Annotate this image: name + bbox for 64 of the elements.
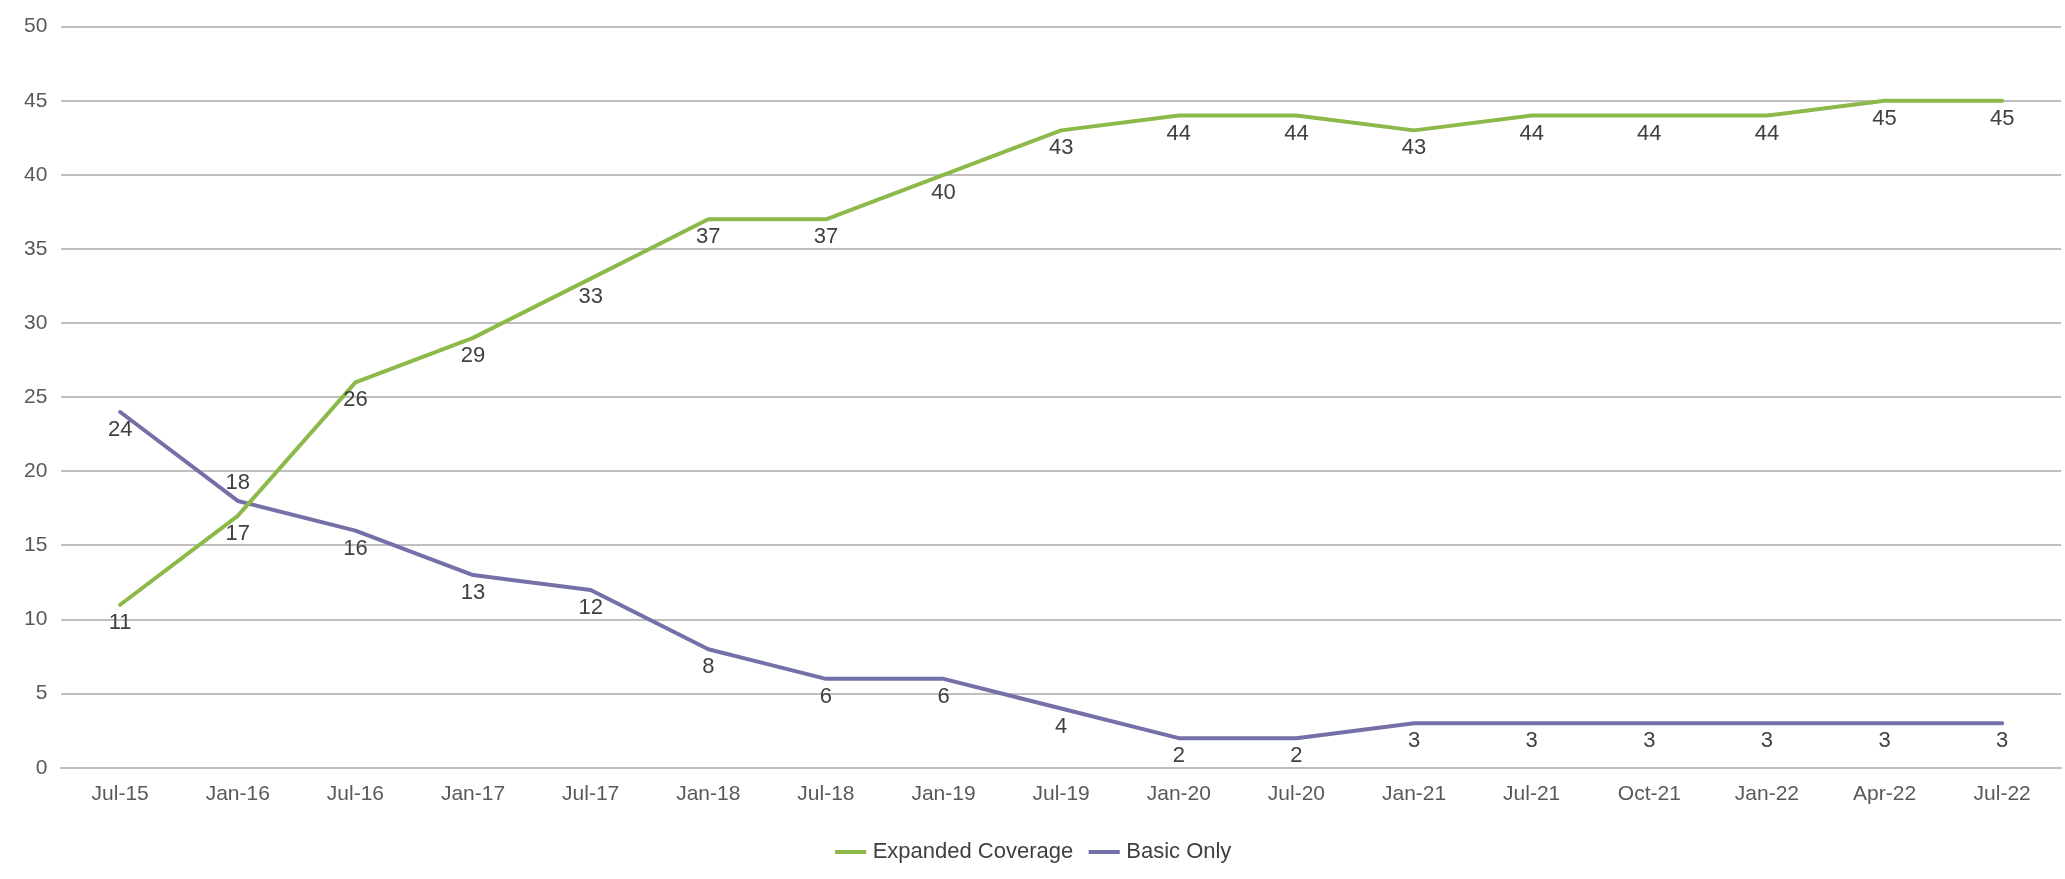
x-tick-label: Jan-20 xyxy=(1146,781,1211,805)
data-label: 4 xyxy=(1055,712,1068,738)
data-label: 44 xyxy=(1166,119,1192,145)
data-label: 33 xyxy=(578,282,603,308)
data-label: 3 xyxy=(1407,727,1421,753)
data-label: 45 xyxy=(1872,104,1897,130)
data-label: 3 xyxy=(1760,727,1774,753)
x-tick-label: Jan-16 xyxy=(205,781,270,805)
x-tick-label: Jan-22 xyxy=(1734,781,1800,805)
y-tick-label: 0 xyxy=(35,754,48,778)
x-tick-label: Jul-18 xyxy=(797,781,855,805)
data-label: 6 xyxy=(937,682,950,708)
data-label: 3 xyxy=(1643,727,1656,753)
legend-label: Expanded Coverage xyxy=(872,838,1074,864)
data-label: 3 xyxy=(1878,727,1891,753)
x-tick-label: Jul-22 xyxy=(1973,781,2031,805)
data-label: 29 xyxy=(460,341,486,367)
y-tick-label: 45 xyxy=(24,87,48,111)
data-label: 2 xyxy=(1172,742,1185,768)
data-label: 44 xyxy=(1637,119,1662,145)
x-tick-label: Jul-16 xyxy=(326,781,385,805)
y-tick-label: 15 xyxy=(24,532,48,556)
data-label: 6 xyxy=(819,682,833,708)
y-tick-label: 40 xyxy=(24,161,48,185)
x-tick-label: Jan-19 xyxy=(911,781,976,805)
data-label: 44 xyxy=(1284,119,1309,145)
y-tick-label: 20 xyxy=(24,458,48,482)
data-label: 37 xyxy=(696,223,721,249)
y-tick-label: 10 xyxy=(24,606,48,630)
data-label: 11 xyxy=(108,608,132,634)
data-label: 24 xyxy=(107,416,133,442)
data-label: 16 xyxy=(343,534,368,560)
y-tick-label: 5 xyxy=(35,680,48,704)
data-label: 40 xyxy=(931,178,956,204)
y-tick-label: 25 xyxy=(24,384,48,407)
data-label: 18 xyxy=(225,469,251,495)
data-label: 44 xyxy=(1519,119,1544,145)
data-label: 17 xyxy=(225,519,251,545)
y-tick-label: 35 xyxy=(24,235,48,259)
data-label: 26 xyxy=(343,386,368,412)
data-label: 37 xyxy=(813,223,839,249)
data-label: 12 xyxy=(578,593,603,619)
x-tick-label: Jul-17 xyxy=(562,781,620,805)
data-label: 44 xyxy=(1754,119,1780,145)
x-tick-label: Jul-20 xyxy=(1267,781,1326,805)
data-label: 3 xyxy=(1525,727,1538,753)
y-tick-label: 50 xyxy=(24,13,48,37)
x-tick-label: Jan-21 xyxy=(1381,781,1447,805)
data-label: 13 xyxy=(460,579,486,605)
x-tick-label: Jul-15 xyxy=(91,781,149,805)
y-tick-label: 30 xyxy=(24,309,48,333)
data-label: 43 xyxy=(1401,134,1427,160)
data-label: 43 xyxy=(1048,134,1074,160)
data-label: 45 xyxy=(1989,104,2015,130)
x-tick-label: Apr-22 xyxy=(1853,781,1917,805)
x-tick-label: Jul-19 xyxy=(1032,781,1090,805)
x-tick-label: Jan-18 xyxy=(676,781,741,805)
x-tick-label: Jan-17 xyxy=(440,781,506,805)
legend-label: Basic Only xyxy=(1126,838,1232,864)
data-label: 2 xyxy=(1290,742,1303,768)
data-label: 3 xyxy=(1996,727,2009,753)
x-tick-label: Jul-21 xyxy=(1503,781,1561,805)
x-tick-label: Oct-21 xyxy=(1617,781,1681,805)
data-label: 8 xyxy=(702,653,715,679)
